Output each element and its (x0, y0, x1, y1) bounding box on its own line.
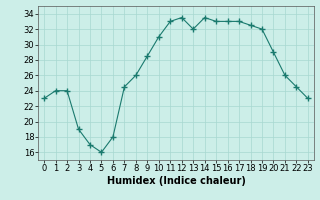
X-axis label: Humidex (Indice chaleur): Humidex (Indice chaleur) (107, 176, 245, 186)
